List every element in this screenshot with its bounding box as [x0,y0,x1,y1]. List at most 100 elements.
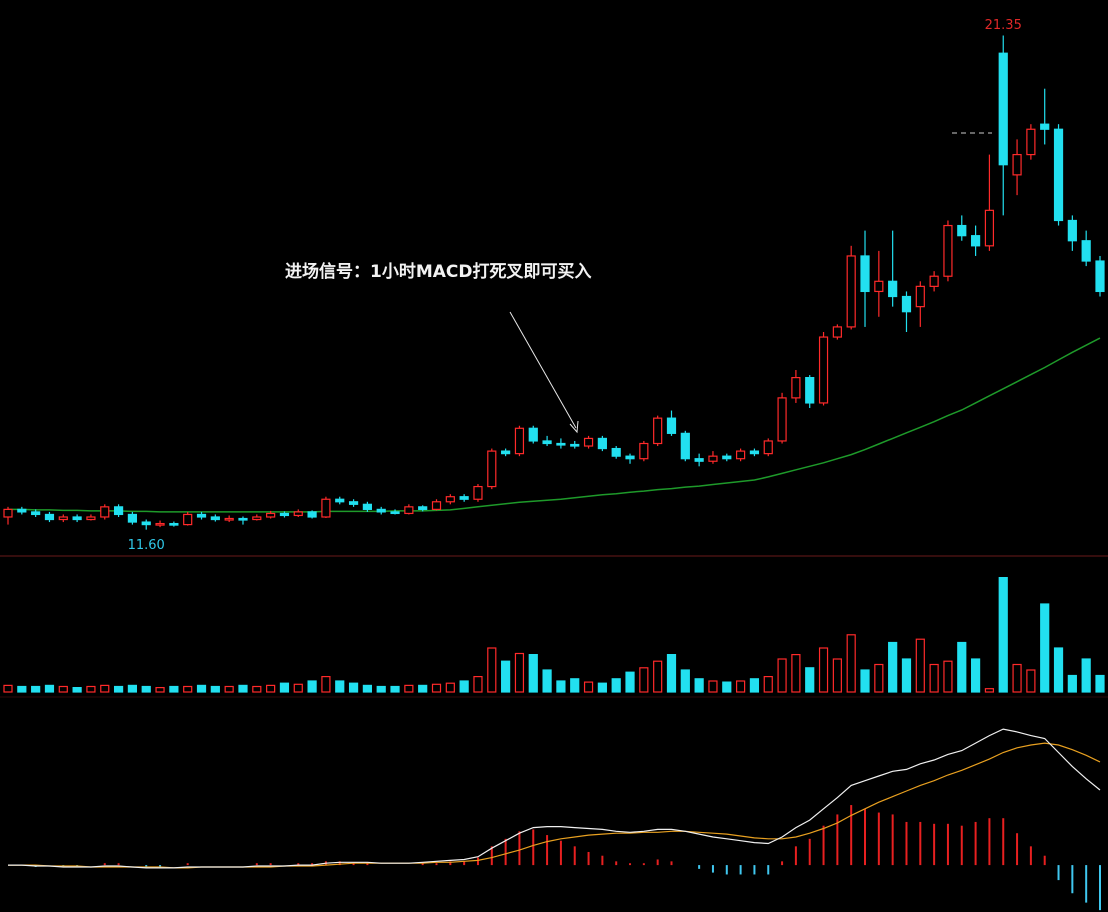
candle-body [583,437,594,447]
candle-body [445,496,455,503]
volume-bar [238,684,248,693]
volume-bar [874,663,884,693]
volume-bar [335,680,345,693]
volume-bar [1012,663,1022,693]
candle-body [818,336,829,404]
volume-bar [293,683,303,693]
candle-body [680,432,690,460]
candle-body [763,440,773,455]
candle-body [127,513,138,523]
volume-bar [72,686,82,693]
volume-bar [943,660,953,693]
candle-body [31,511,41,516]
candle-body [113,506,124,516]
candle-body [625,455,635,460]
candle-body [888,280,898,298]
candle-body [155,522,165,526]
volume-bar [1081,658,1091,693]
volume-bar [957,641,967,693]
candle-body [528,427,538,442]
volume-bar [653,660,663,693]
volume-bar [321,675,331,693]
max-label: 21.35 [985,18,1022,33]
volume-bar [597,682,607,693]
candle-body [708,455,718,462]
volume-bar [888,641,898,693]
candle-body [791,377,801,399]
volume-bar [1040,603,1050,693]
volume-bar [307,680,317,693]
candle-body [100,506,110,518]
candle-body [901,295,912,313]
candle-body [362,503,372,510]
volume-bar [100,684,110,693]
candle-body [943,224,953,277]
candle-body [58,516,68,521]
candle-body [1012,153,1022,176]
volume-bar [528,653,538,693]
volume-bar [266,684,276,693]
volume-bar [860,669,870,693]
candle-body [473,485,483,500]
volume-bar [17,685,27,693]
candle-body [196,513,207,518]
candle-body [970,235,981,247]
candle-body [1081,240,1091,262]
candle-body [666,417,677,434]
candle-body [183,513,193,526]
volume-bar [252,685,262,693]
candle-body [777,397,787,442]
volume-bar [984,688,995,693]
min-label: 11.60 [128,538,165,553]
moving-average [8,337,1101,513]
volume-bar [224,685,234,693]
volume-bar [583,681,594,693]
candle-body [266,512,276,518]
volume-bar [749,678,760,693]
candle-body [72,516,82,521]
candle-body [141,521,151,526]
volume-bar [736,680,746,693]
candle-body [487,450,497,488]
candle-body [1026,128,1036,156]
volume-bar [611,678,621,693]
candle-body [210,516,220,521]
candle-body [570,443,580,447]
volume-bar [818,647,829,693]
candle-body [224,517,234,521]
candle-body [749,450,760,455]
candle-body [501,450,511,455]
candle-body [252,516,262,521]
candle-body [611,447,621,457]
candle-body [832,326,842,338]
volume-bar [791,653,801,693]
volume-bar [998,576,1008,693]
candle-body [984,209,995,247]
candle-body [929,275,939,287]
volume-bar [418,684,428,693]
annotation: 进场信号：1小时MACD打死叉即可买入 [285,261,592,282]
volume-bar [542,669,552,693]
volume-bar [44,684,55,693]
volume-bar [1053,647,1064,693]
volume-bar [390,685,400,693]
volume-bar [666,653,677,693]
dif-line [8,728,1101,869]
volume-bar [901,658,912,693]
candle-body [514,427,525,455]
volume-bar [459,680,469,693]
volume-bar [680,669,690,693]
volume-bar [625,671,635,693]
candle-body [597,437,607,450]
candle-body [390,511,400,515]
candle-body [556,442,566,446]
candle-body [1040,123,1050,130]
volume-bar [196,684,207,693]
volume-bar [445,682,455,693]
candle-body [86,516,96,521]
candle-body [418,506,428,510]
candle-body [736,450,746,460]
candle-body [639,442,649,460]
candle-body [1053,128,1064,222]
